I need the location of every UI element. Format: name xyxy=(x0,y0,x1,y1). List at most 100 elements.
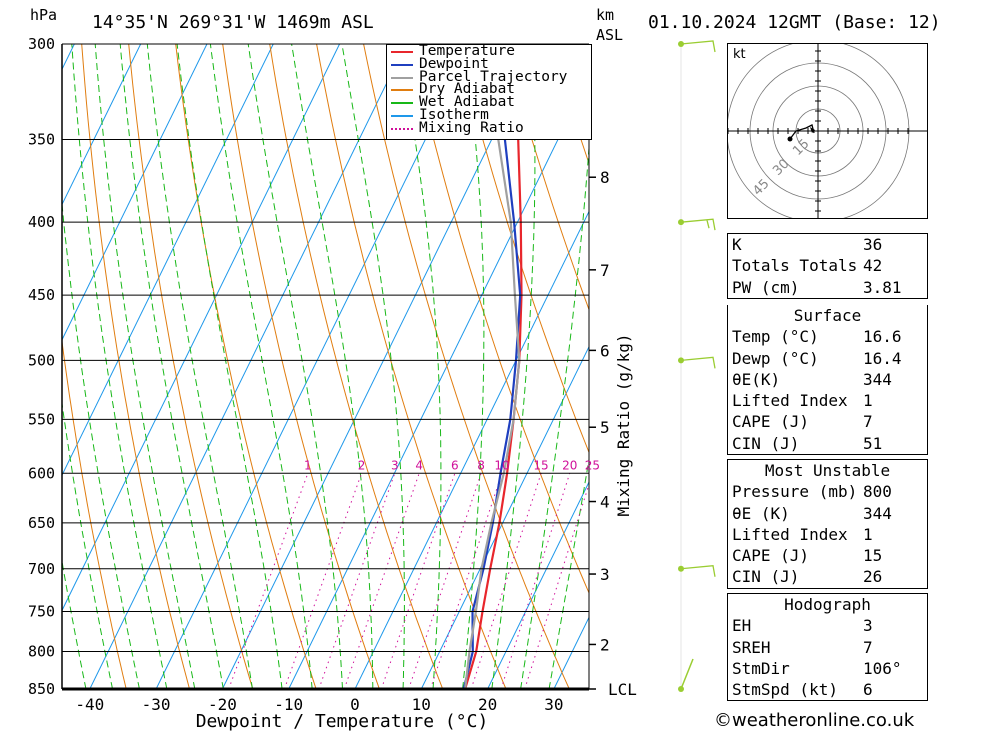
hpa-label: hPa xyxy=(30,6,58,24)
indices-panel: K 36 Totals Totals 42 PW (cm) 3.81 xyxy=(727,233,928,299)
stat-label: Pressure (mb) xyxy=(732,482,858,502)
stat-value: 344 xyxy=(863,503,892,523)
storm-motion-marker xyxy=(810,127,815,133)
stat-row: K 36 xyxy=(728,234,927,255)
legend-item-wet_adiabat: Wet Adiabat xyxy=(387,94,591,111)
stat-value: 344 xyxy=(863,369,892,389)
wind-barb xyxy=(680,40,716,53)
most-unstable-panel: Most Unstable Pressure (mb) 800 θE (K) 344 Li… xyxy=(727,459,928,589)
isotherm-line xyxy=(487,480,589,689)
mixing-ratio-label: 2 xyxy=(358,458,366,472)
legend-item-isotherm: Isotherm xyxy=(387,106,591,123)
stat-row: CIN (J) 51 xyxy=(728,433,927,454)
surface-panel: Surface Temp (°C) 16.6 Dewp (°C) 16.4 θE(K) 34… xyxy=(727,305,928,456)
mixing-ratio-axis-label: Mixing Ratio (g/kg) xyxy=(614,333,633,516)
isotherm-line xyxy=(62,44,274,477)
pressure-tick-label: 550 xyxy=(28,410,55,428)
series-dewpoint xyxy=(462,44,522,689)
stat-value: 16.4 xyxy=(863,348,902,368)
wind-barb xyxy=(680,565,716,577)
wet-adiabat-line xyxy=(71,44,168,689)
stat-label: StmDir xyxy=(732,658,790,678)
stat-value: 6 xyxy=(863,680,873,700)
legend-label: Dry Adiabat xyxy=(419,81,516,98)
stat-row: Dewp (°C) 16.4 xyxy=(728,348,927,369)
wet-adiabat-line xyxy=(209,44,313,689)
hodograph-unit-label: kt xyxy=(733,47,746,62)
mixing-ratio-label: 6 xyxy=(451,458,459,472)
stat-value: 3.81 xyxy=(863,277,902,297)
pressure-tick-label: 350 xyxy=(28,130,55,148)
stat-value: 3 xyxy=(863,616,873,636)
temperature-tick-label: 10 xyxy=(412,695,431,714)
stat-row: PW (cm) 3.81 xyxy=(728,277,927,298)
wet-adiabat-line xyxy=(491,44,536,689)
isotherm-line xyxy=(0,44,8,689)
legend-swatch xyxy=(391,127,413,130)
mixing-ratio-line xyxy=(429,473,503,689)
stat-row: StmDir 106° xyxy=(728,658,927,679)
legend-item-parcel: Parcel Trajectory xyxy=(387,69,591,84)
stat-label: Dewp (°C) xyxy=(732,348,819,368)
legend-label: Isotherm xyxy=(419,106,489,123)
legend-item-mixing_ratio: Mixing Ratio xyxy=(387,121,591,135)
mixing-ratio-label: 20 xyxy=(562,458,577,472)
stat-row: Totals Totals 42 xyxy=(728,255,927,276)
stat-label: Temp (°C) xyxy=(732,327,819,347)
stat-label: PW (cm) xyxy=(732,277,800,297)
stat-value: 15 xyxy=(863,546,883,566)
dry-adiabat-line xyxy=(62,338,127,689)
wet-adiabat-line xyxy=(94,44,196,689)
temperature-tick-label: 20 xyxy=(478,695,497,714)
stat-row: SREH 7 xyxy=(728,637,927,658)
legend-item-dewpoint: Dewpoint xyxy=(387,57,591,71)
wet-adiabat-line xyxy=(341,44,405,689)
wind-barb xyxy=(680,658,694,690)
stat-value: 51 xyxy=(863,433,883,453)
wet-adiabat-line xyxy=(462,44,485,689)
stat-label: CAPE (J) xyxy=(732,546,810,566)
dry-adiabat-line xyxy=(316,44,507,689)
section-title: Most Unstable xyxy=(728,459,927,482)
stat-label: CAPE (J) xyxy=(732,412,810,432)
pressure-tick-label: 500 xyxy=(28,351,55,369)
dry-adiabat-line xyxy=(363,44,570,689)
stat-label: K xyxy=(732,235,742,254)
stat-value: 1 xyxy=(863,524,873,544)
stat-row: CIN (J) 26 xyxy=(728,566,927,587)
stat-label: SREH xyxy=(732,637,771,657)
isotherm-line xyxy=(221,44,539,689)
chart-legend: Temperature Dewpoint Parcel Trajectory Dry … xyxy=(386,44,592,140)
km-tick-label: 2 xyxy=(600,635,610,654)
legend-label: Wet Adiabat xyxy=(419,94,516,111)
pressure-tick-label: 800 xyxy=(28,642,55,660)
temperature-tick-label: -30 xyxy=(142,695,171,714)
stat-label: CIN (J) xyxy=(732,433,800,453)
hodograph-ring-label: 15 xyxy=(790,137,812,159)
dry-adiabat-line xyxy=(81,44,190,689)
stat-label: Lifted Index xyxy=(732,524,848,544)
stat-row: CAPE (J) 7 xyxy=(728,411,927,432)
temperature-tick-label: -20 xyxy=(208,695,237,714)
wet-adiabat-line xyxy=(176,44,283,689)
pressure-tick-label: 450 xyxy=(28,286,55,304)
isotherm-line xyxy=(62,44,142,206)
pressure-tick-label: 750 xyxy=(28,602,55,620)
km-tick-label: 5 xyxy=(600,418,610,437)
hodograph-start-dot xyxy=(787,136,793,142)
mixing-ratio-line xyxy=(318,473,396,689)
pressure-tick-label: 400 xyxy=(28,213,55,231)
dry-adiabat-line xyxy=(128,44,254,689)
km-tick-label: 3 xyxy=(600,565,610,584)
mixing-ratio-label: 25 xyxy=(585,458,600,472)
km-tick-label: 8 xyxy=(600,168,610,187)
stat-row: Temp (°C) 16.6 xyxy=(728,326,927,347)
mixing-ratio-label: 3 xyxy=(391,458,399,472)
stat-label: θE(K) xyxy=(732,369,781,389)
stat-label: CIN (J) xyxy=(732,567,800,587)
stat-row: Pressure (mb) 800 xyxy=(728,481,927,502)
mixing-ratio-line xyxy=(524,482,589,689)
hodograph: kt 15 30 45 xyxy=(726,39,928,223)
temperature-tick-label: 0 xyxy=(350,695,360,714)
